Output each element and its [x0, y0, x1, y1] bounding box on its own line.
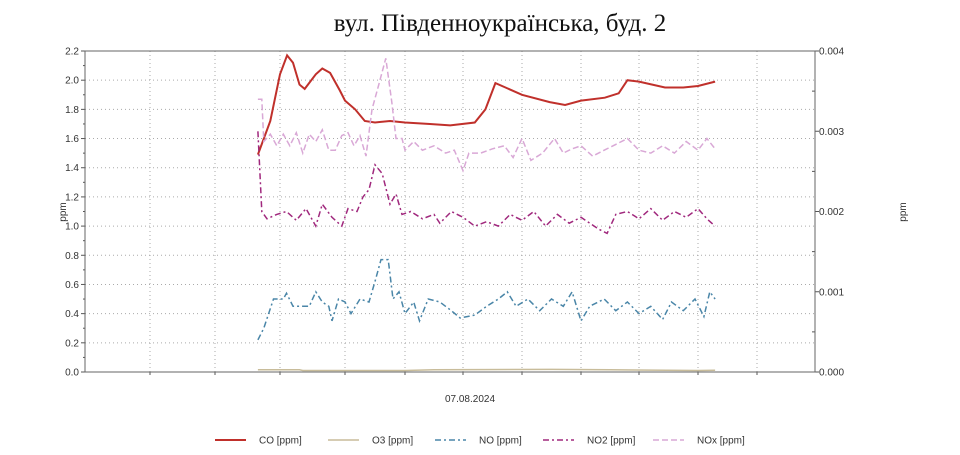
y-tick-label: 1.2: [65, 192, 79, 203]
plot-frame: [84, 50, 816, 373]
y-tick-label: 2.2: [65, 47, 79, 58]
legend-label: NO2 [ppm]: [587, 436, 636, 447]
y2-tick-label: 0.004: [819, 47, 844, 58]
series-line-no2: [257, 131, 716, 235]
y-tick-label: 2.0: [65, 76, 79, 87]
legend-label: NOx [ppm]: [697, 436, 745, 447]
y2-tick-label: 0.000: [819, 368, 844, 379]
y-tick-label: 0.8: [65, 251, 79, 262]
chart-title: вул. Південноукраїнська, буд. 2: [333, 10, 667, 37]
y2-tick-label: 0.002: [819, 207, 844, 218]
y-tick-label: 0.0: [65, 368, 79, 379]
y-tick-label: 1.6: [65, 134, 79, 145]
y2-axis-label: ppm: [898, 202, 909, 221]
legend-label: NO [ppm]: [479, 436, 522, 447]
y-axis-label: ppm: [58, 202, 69, 221]
y-tick-label: 1.8: [65, 105, 79, 116]
legend-label: CO [ppm]: [259, 436, 302, 447]
series-line-o3: [257, 368, 716, 372]
x-axis-label: 07.08.2024: [445, 394, 495, 405]
y-tick-label: 0.2: [65, 338, 79, 349]
series-line-no: [257, 258, 716, 341]
series-line-co: [256, 53, 716, 155]
series-line-nox: [257, 58, 716, 173]
y-tick-label: 0.6: [65, 280, 79, 291]
y-tick-label: 1.4: [65, 163, 79, 174]
y2-tick-label: 0.001: [819, 287, 844, 298]
y-tick-label: 1.0: [65, 222, 79, 233]
y-tick-label: 0.4: [65, 309, 79, 320]
y2-tick-label: 0.003: [819, 127, 844, 138]
legend-label: O3 [ppm]: [372, 436, 413, 447]
